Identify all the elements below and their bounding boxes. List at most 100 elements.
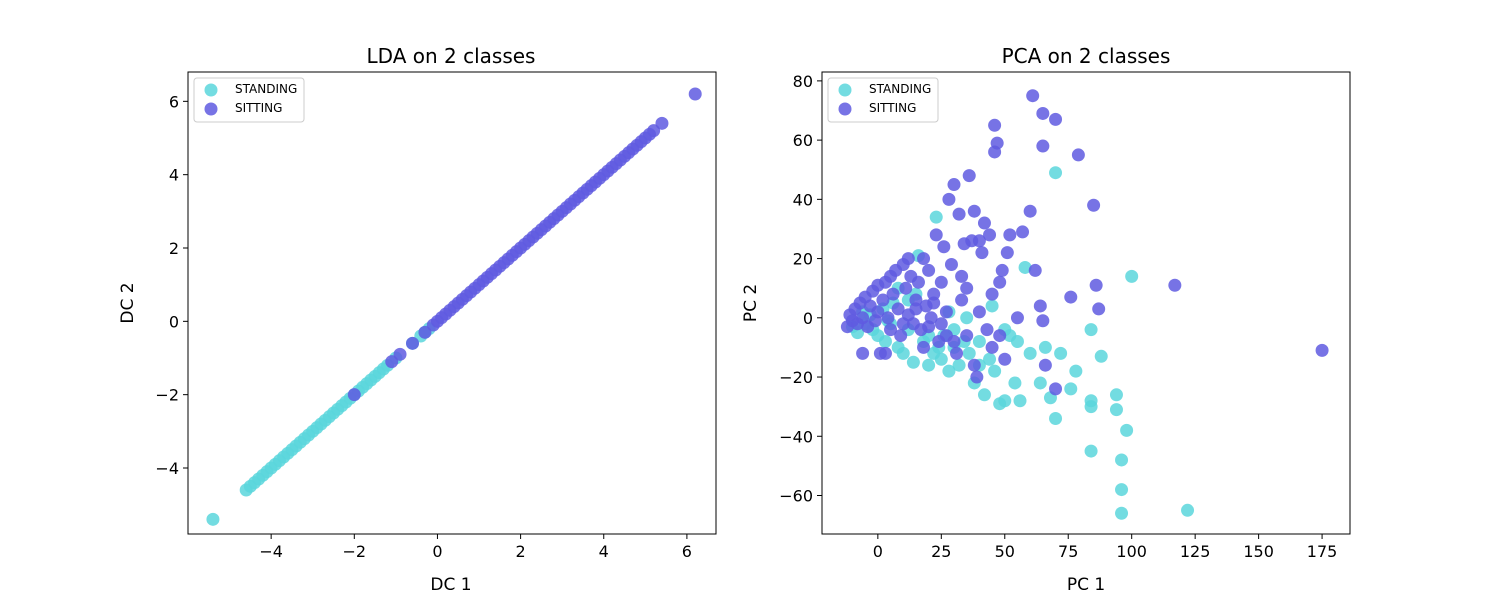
scatter-point-standing: [1181, 503, 1195, 517]
scatter-point-sitting: [952, 207, 966, 221]
scatter-point-standing: [1125, 269, 1139, 283]
scatter-point-standing: [878, 335, 892, 348]
y-tick-label: 6: [169, 92, 179, 111]
plot-frame: [187, 71, 717, 535]
scatter-point-sitting: [1038, 358, 1052, 372]
scatter-point-sitting: [655, 116, 669, 130]
scatter-point-sitting: [960, 329, 974, 343]
scatter-point-sitting: [977, 216, 991, 230]
scatter-point-sitting: [1003, 228, 1017, 242]
scatter-point-sitting: [960, 281, 974, 295]
scatter-point-standing: [1033, 376, 1047, 390]
scatter-point-standing: [1069, 364, 1083, 378]
y-tick-label: 0: [803, 309, 813, 328]
scatter-point-standing: [1115, 453, 1129, 467]
scatter-point-sitting: [937, 240, 951, 254]
scatter-point-sitting: [985, 287, 999, 301]
y-tick-label: 20: [793, 250, 813, 269]
legend: STANDING SITTING: [193, 77, 305, 123]
scatter-point-sitting: [970, 370, 984, 384]
legend-marker-sitting: [204, 102, 218, 116]
y-tick-label: −4: [155, 459, 179, 478]
x-tick-label: 100: [1116, 542, 1147, 561]
scatter-point-sitting: [385, 355, 399, 369]
scatter-point-sitting: [878, 346, 892, 360]
scatter-point-sitting: [856, 346, 870, 360]
y-axis-label: PC 2: [741, 284, 761, 322]
scatter-point-standing: [1084, 323, 1098, 337]
scatter-point-sitting: [1026, 89, 1040, 103]
scatter-point-sitting: [993, 275, 1007, 289]
scatter-point-standing: [1115, 506, 1129, 520]
scatter-point-standing: [1008, 376, 1022, 390]
scatter-point-sitting: [881, 311, 895, 325]
y-tick-label: 40: [793, 190, 813, 209]
y-axis-label: DC 2: [118, 282, 138, 323]
scatter-point-standing: [1120, 423, 1134, 437]
scatter-point-standing: [929, 210, 943, 224]
scatter-point-sitting: [942, 192, 956, 206]
scatter-point-sitting: [990, 136, 1004, 150]
scatter-point-sitting: [1315, 343, 1329, 357]
scatter-point-sitting: [894, 329, 908, 343]
scatter-point-sitting: [955, 293, 969, 307]
scatter-point-sitting: [1023, 204, 1037, 218]
scatter-point-sitting: [983, 228, 997, 242]
scatter-point-standing: [1054, 346, 1068, 360]
scatter-point-sitting: [998, 352, 1012, 366]
legend-box: [827, 77, 939, 123]
scatter-point-sitting: [934, 317, 948, 331]
scatter-point-sitting: [955, 269, 969, 283]
legend-label-standing: STANDING: [235, 82, 297, 96]
x-tick-label: 0: [432, 542, 442, 561]
scatter-point-sitting: [944, 258, 958, 271]
scatter-point-standing: [1013, 394, 1027, 408]
scatter-point-standing: [1084, 444, 1098, 458]
scatter-point-standing: [906, 355, 920, 369]
legend: STANDING SITTING: [827, 77, 939, 123]
scatter-point-sitting: [967, 358, 981, 372]
scatter-point-standing: [977, 388, 991, 402]
scatter-point-sitting: [1064, 290, 1078, 304]
legend-marker-standing: [838, 83, 852, 97]
x-tick-label: 75: [1058, 542, 1078, 561]
scatter-point-standing: [985, 299, 999, 313]
scatter-point-standing: [983, 352, 997, 366]
x-tick-label: 125: [1180, 542, 1211, 561]
scatter-point-sitting: [972, 305, 986, 319]
scatter-point-sitting: [393, 347, 407, 361]
legend-label-sitting: SITTING: [235, 101, 282, 115]
scatter-point-sitting: [972, 234, 986, 248]
scatter-point-sitting: [1016, 225, 1030, 239]
plot-frame: [821, 71, 1351, 535]
legend-marker-standing: [204, 83, 218, 97]
scatter-point-sitting: [927, 296, 941, 310]
scatter-point-sitting: [927, 287, 941, 301]
scatter-point-sitting: [1087, 198, 1101, 212]
scatter-point-sitting: [929, 228, 943, 242]
scatter-point-sitting: [896, 317, 910, 331]
scatter-point-standing: [1018, 260, 1032, 274]
scatter-point-sitting: [911, 275, 925, 289]
scatter-point-standing: [998, 394, 1012, 408]
plot-points: [206, 87, 702, 526]
x-axis-label: PC 1: [1067, 575, 1105, 595]
x-tick-label: −4: [259, 542, 283, 561]
scatter-point-sitting: [939, 329, 953, 343]
scatter-point-sitting: [917, 340, 931, 354]
scatter-point-standing: [934, 352, 948, 366]
scatter-point-sitting: [947, 178, 961, 192]
scatter-point-standing: [851, 326, 865, 340]
chart-title: PCA on 2 classes: [1002, 44, 1171, 68]
x-axis-label: DC 1: [430, 575, 471, 595]
scatter-point-sitting: [901, 252, 915, 266]
scatter-point-sitting: [347, 388, 361, 402]
scatter-point-sitting: [950, 346, 964, 360]
scatter-point-sitting: [884, 323, 898, 337]
scatter-point-sitting: [884, 269, 898, 283]
scatter-point-standing: [1084, 400, 1098, 414]
scatter-point-sitting: [1049, 112, 1063, 126]
scatter-point-sitting: [647, 124, 661, 138]
chart-title: LDA on 2 classes: [367, 44, 536, 68]
